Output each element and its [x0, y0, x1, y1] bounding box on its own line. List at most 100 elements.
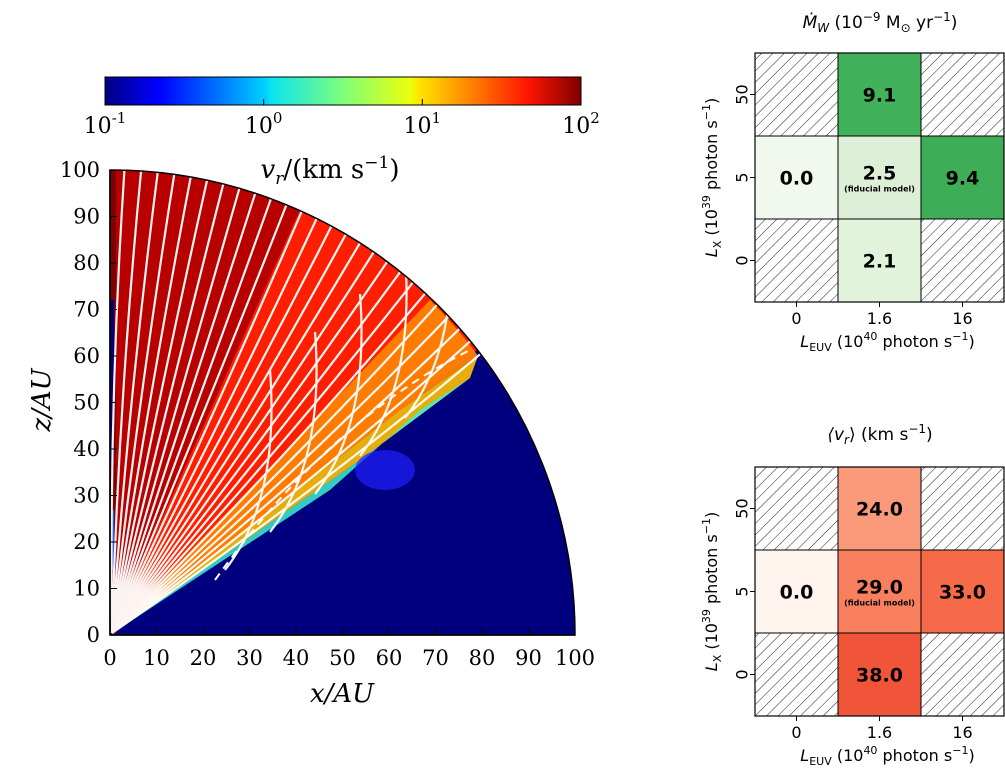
y-tick-label: 10 — [73, 577, 100, 601]
cell-value: 0.0 — [780, 582, 814, 604]
streamline — [359, 255, 408, 457]
streamline — [111, 317, 524, 634]
x-tick-label: 30 — [236, 646, 263, 670]
mass-loss-title: ṀW (10−9 M⊙ yr−1) — [803, 10, 958, 35]
streamline — [111, 226, 434, 634]
streamline — [110, 170, 185, 634]
streamline — [110, 170, 221, 634]
streamline — [224, 369, 273, 571]
x-tick-label: 40 — [283, 646, 310, 670]
colorbar-tick-label: 101 — [404, 109, 442, 139]
y-axis-label: z/AU — [27, 367, 57, 432]
x-tick-label: 60 — [376, 646, 403, 670]
empty-cell — [755, 53, 839, 137]
cell-note: (fiducial model) — [844, 185, 915, 194]
streamline — [110, 170, 203, 634]
cell-value: 33.0 — [939, 582, 986, 604]
y-tick-label: 70 — [73, 298, 100, 322]
heatmap-cell — [755, 135, 839, 220]
x-tick-label: 16 — [952, 723, 972, 742]
y-tick-label: 20 — [73, 530, 100, 554]
x-axis-label: LEUV (1040 photon s−1) — [800, 744, 974, 768]
colorbar-tick-label: 10-1 — [84, 109, 127, 139]
y-tick-label: 0 — [733, 669, 752, 679]
wind-orange-layer — [110, 300, 478, 635]
cell-note: (fiducial model) — [844, 599, 915, 608]
streamline — [111, 275, 488, 634]
x-tick-label: 100 — [555, 646, 595, 670]
y-tick-label: 100 — [60, 158, 100, 182]
y-tick-label: 30 — [73, 484, 100, 508]
x-tick-label: 80 — [469, 646, 496, 670]
heatmap-cell — [837, 549, 922, 634]
colorbar-ticks: 10-1 100 101 102 — [84, 99, 600, 139]
y-tick-label: 50 — [73, 391, 100, 415]
sonic-surface — [214, 349, 471, 581]
y-tick-label: 40 — [73, 437, 100, 461]
x-tick-label: 0 — [103, 646, 116, 670]
quadrant-boundary — [109, 169, 576, 636]
mass-loss-panel: ṀW (10−9 M⊙ yr−1) 9.1 0.0 2.5(fiducial mod… — [700, 10, 1005, 354]
streamline — [111, 262, 475, 634]
empty-cell — [920, 632, 1004, 716]
streamline — [110, 170, 166, 634]
colorbar-tick-label: 100 — [245, 109, 283, 139]
y-tick-label: 50 — [733, 498, 752, 518]
heatmap-cell — [920, 135, 1004, 220]
x-tick-label: 1.6 — [867, 723, 892, 742]
y-tick-label: 60 — [73, 344, 100, 368]
empty-cell — [920, 467, 1004, 551]
empty-cell — [755, 218, 839, 302]
x-tick-label: 1.6 — [867, 309, 892, 328]
x-tick-label: 0 — [791, 723, 801, 742]
colorbar-tick-label: 102 — [562, 109, 600, 139]
empty-cell — [920, 218, 1004, 302]
wind-cyan-layer — [110, 378, 470, 635]
cell-value: 2.5 — [863, 163, 897, 185]
streamlines — [110, 170, 524, 634]
y-tick-label: 0 — [733, 255, 752, 265]
cell-value: 0.0 — [780, 168, 814, 190]
cell-value: 24.0 — [856, 499, 903, 521]
x-tick-label: 10 — [143, 646, 170, 670]
empty-cell — [920, 53, 1004, 137]
blue-blob — [355, 450, 415, 490]
velocity-panel: ⟨vr⟩ (km s−1) 24.0 0.0 29.0(fiducial model… — [700, 422, 1005, 768]
x-tick-label: 50 — [329, 646, 356, 670]
streamline — [111, 204, 404, 634]
cell-value: 38.0 — [856, 665, 903, 687]
streamline — [110, 170, 308, 634]
x-tick-label: 0 — [791, 309, 801, 328]
heatmap-cell — [837, 53, 922, 137]
cell-value: 9.1 — [863, 85, 897, 107]
map-axes: 0 10 20 30 40 50 60 70 80 90 100 0 10 20 30 40 50 60 70 80 9… — [60, 158, 595, 670]
colorbar-label: vr/(km s−1) — [261, 153, 400, 189]
streamline — [314, 293, 363, 495]
heatmap-cell — [755, 549, 839, 634]
streamline — [110, 170, 274, 634]
y-axis-label: LX (1039 photon s−1) — [700, 98, 724, 257]
colorbar: 10-1 100 101 102 vr/(km s−1) — [84, 76, 600, 189]
streamline — [110, 170, 238, 634]
streamline — [111, 176, 358, 634]
streamline — [269, 331, 318, 533]
heatmap-cell — [837, 632, 922, 716]
cell-value: 2.1 — [863, 251, 897, 273]
streamline — [111, 194, 389, 634]
y-tick-label: 5 — [733, 172, 752, 182]
streamline — [110, 170, 148, 634]
streamline — [111, 250, 462, 634]
x-tick-label: 70 — [422, 646, 449, 670]
y-axis-label: LX (1039 photon s−1) — [700, 512, 724, 671]
empty-cell — [755, 467, 839, 551]
streamline — [111, 185, 374, 634]
streamline — [111, 170, 341, 634]
y-tick-label: 5 — [733, 586, 752, 596]
streamline — [110, 170, 291, 634]
streamline — [110, 170, 256, 634]
x-axis-label: LEUV (1040 photon s−1) — [800, 330, 974, 354]
y-tick-label: 50 — [733, 84, 752, 104]
velocity-title: ⟨vr⟩ (km s−1) — [827, 422, 932, 447]
velocity-map — [109, 169, 576, 636]
